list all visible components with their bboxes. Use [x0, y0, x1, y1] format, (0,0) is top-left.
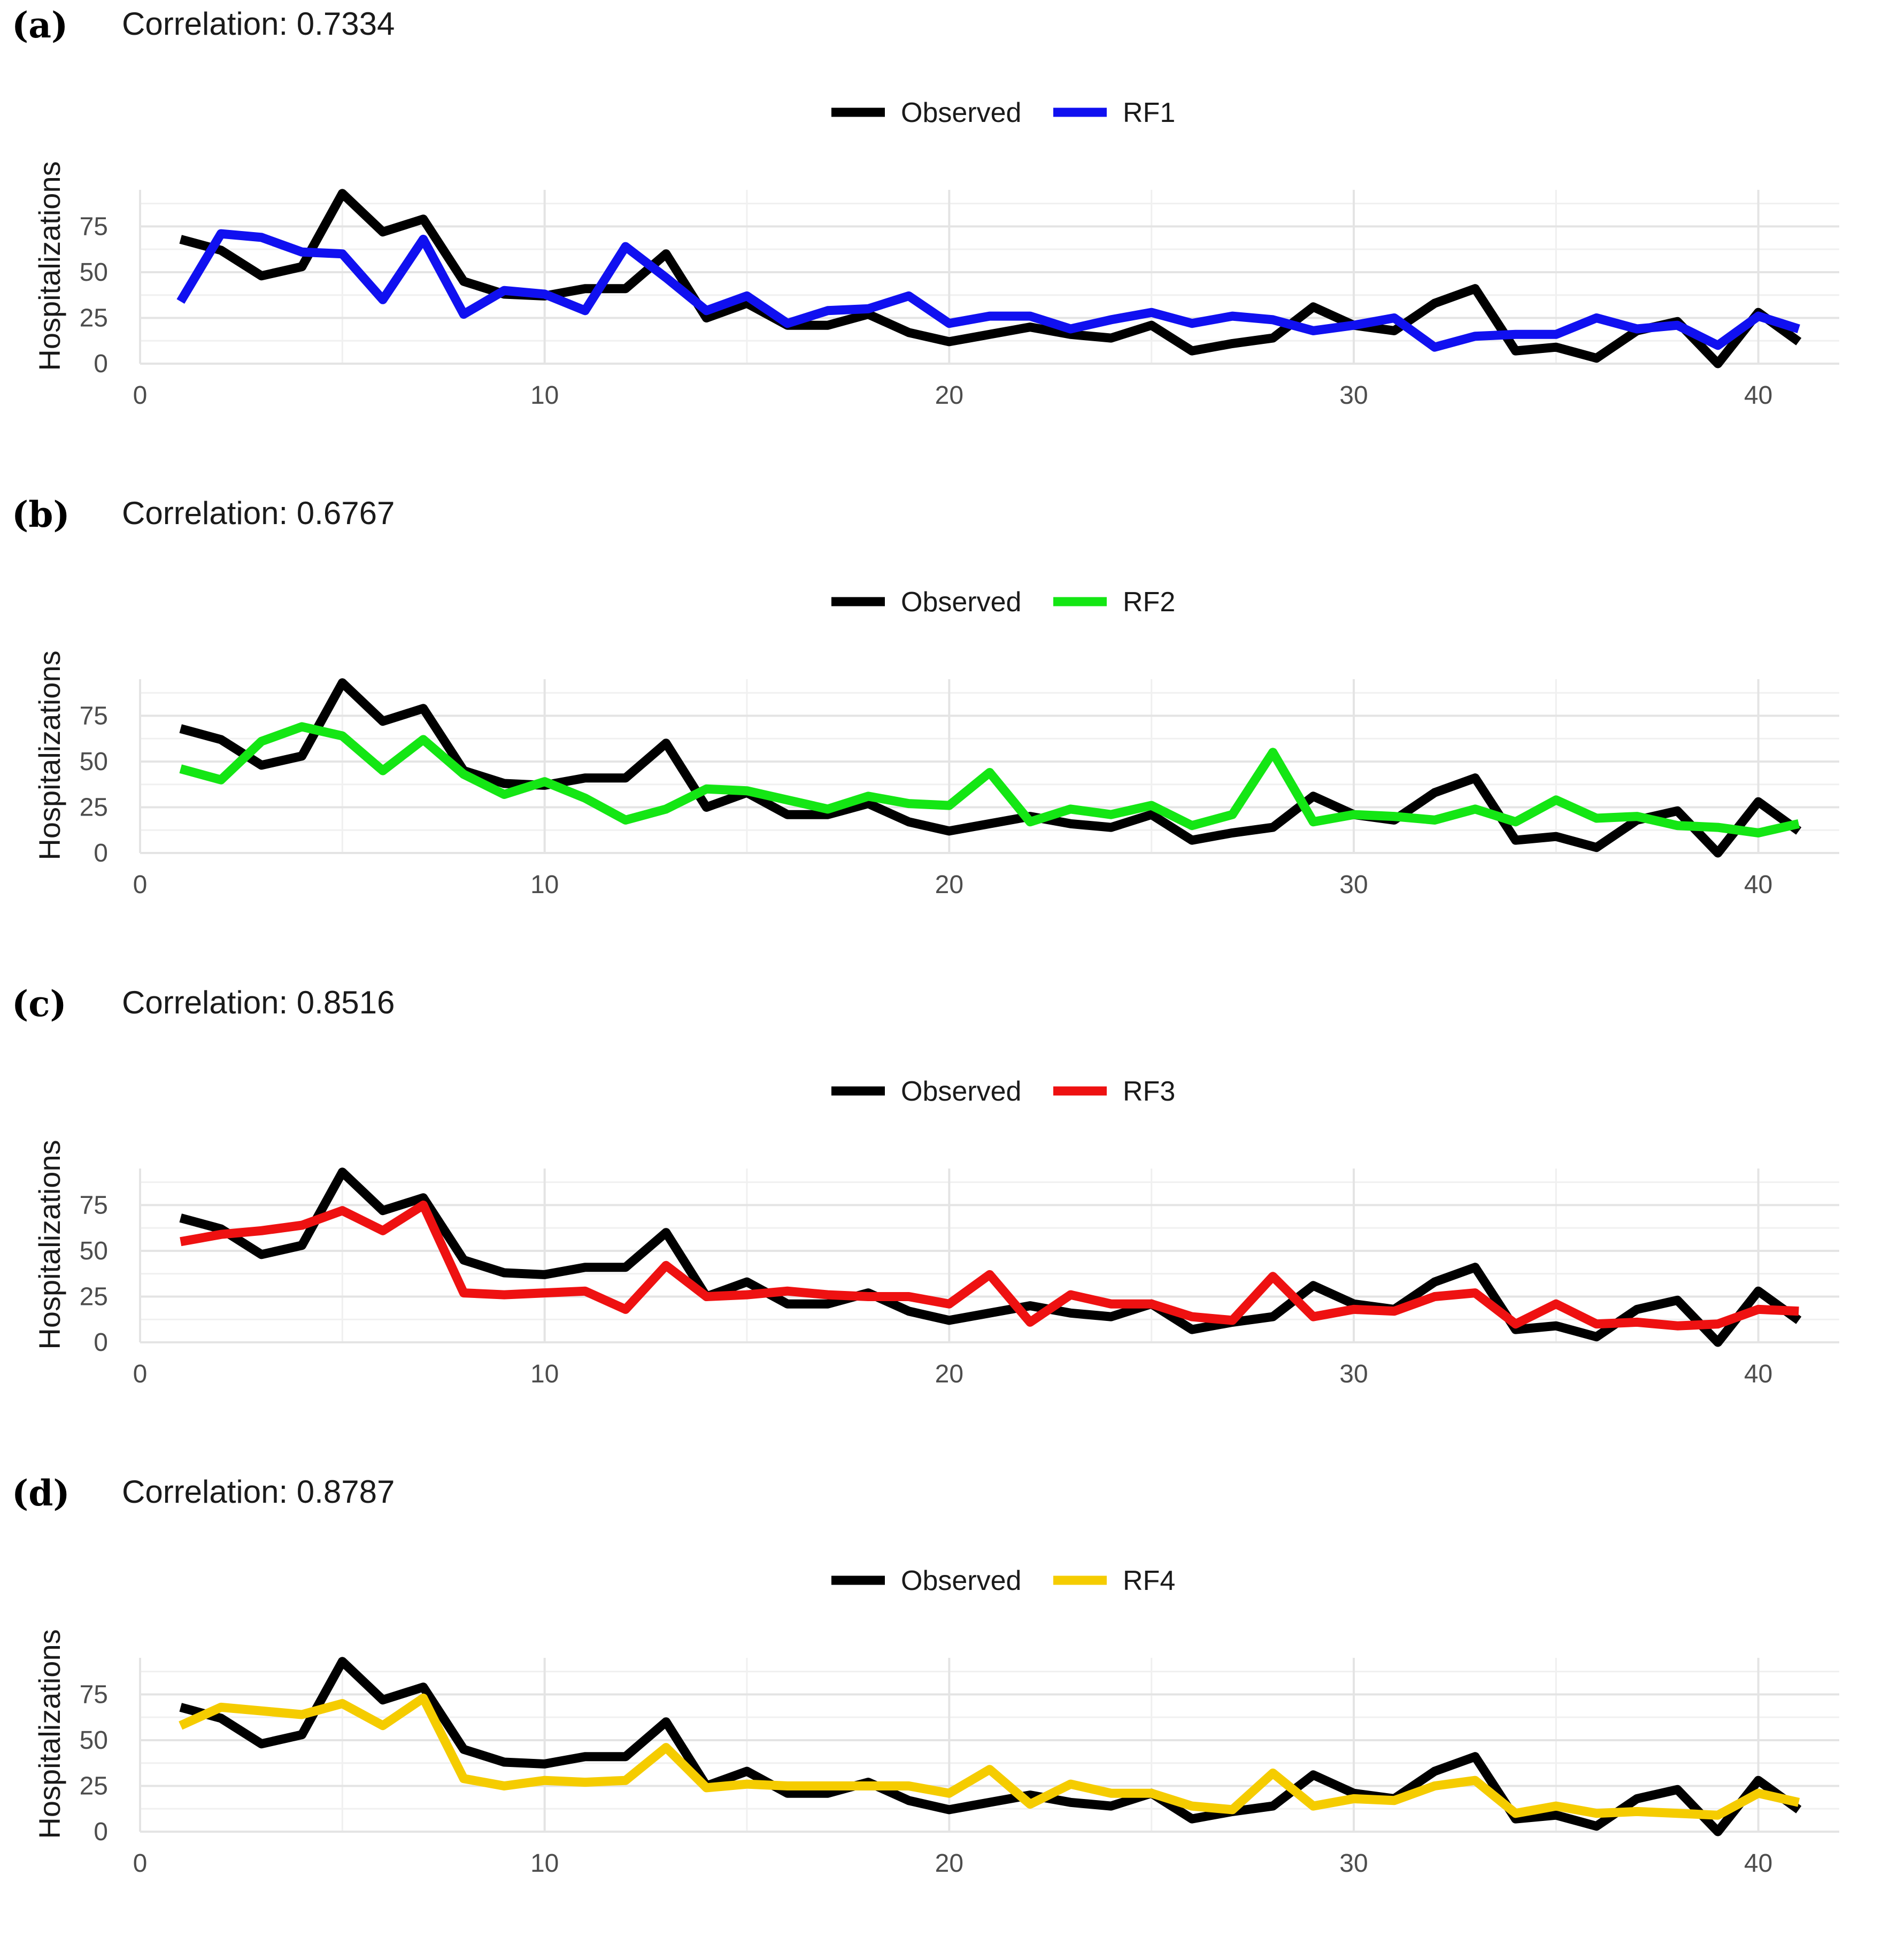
panel-label: (c) — [12, 983, 67, 1025]
legend: Observed RF4 — [831, 1565, 1175, 1596]
line-chart: 0 25 50 75 0 10 20 30 40 Hospitalizations Observed… — [33, 1565, 1839, 1878]
x-tick-label: 0 — [133, 381, 148, 410]
x-tick-label: 30 — [1339, 1849, 1368, 1878]
y-tick-label: 0 — [94, 839, 108, 867]
series-line-observed — [179, 1167, 1802, 1347]
y-tick-label: 75 — [80, 1680, 108, 1709]
line-chart: 0 25 50 75 0 10 20 30 40 Hospitalizations Observed… — [33, 1076, 1839, 1388]
x-tick-label: 20 — [935, 381, 963, 410]
series-line-rf3 — [180, 1200, 1799, 1331]
y-axis-title: Hospitalizations — [33, 1140, 66, 1349]
legend: Observed RF3 — [831, 1076, 1175, 1107]
y-tick-label: 0 — [94, 350, 108, 378]
y-axis-title: Hospitalizations — [33, 1629, 66, 1839]
y-tick-label: 0 — [94, 1818, 108, 1846]
panel-label: (a) — [12, 4, 68, 46]
x-tick-label: 10 — [530, 1360, 559, 1388]
legend: Observed RF2 — [831, 587, 1175, 618]
y-tick-label: 50 — [80, 1726, 108, 1755]
series-line-rf2 — [179, 722, 1800, 837]
x-tick-label: 20 — [935, 871, 963, 899]
legend-label: RF3 — [1123, 1076, 1175, 1107]
panel-label: (d) — [12, 1472, 70, 1514]
gridlines — [139, 679, 1839, 854]
x-tick-label: 40 — [1744, 1360, 1772, 1388]
legend-label: RF4 — [1123, 1565, 1175, 1596]
chart-subtitle: Correlation: 0.7334 — [122, 6, 395, 42]
chart-subtitle: Correlation: 0.8787 — [122, 1474, 395, 1510]
x-tick-label: 40 — [1744, 871, 1772, 899]
chart-panel-b: (b) Correlation: 0.6767 0 25 50 75 0 10 20 30 40… — [0, 489, 1882, 981]
legend-label: Observed — [901, 1565, 1021, 1596]
y-tick-label: 75 — [80, 212, 108, 241]
x-tick-label: 0 — [133, 871, 148, 899]
series-line-observed — [179, 1657, 1802, 1836]
x-tick-label: 30 — [1339, 1360, 1368, 1388]
y-tick-label: 25 — [80, 1282, 108, 1311]
legend-label: Observed — [901, 1076, 1021, 1107]
x-tick-label: 30 — [1339, 381, 1368, 410]
y-tick-label: 25 — [80, 304, 108, 332]
x-tick-label: 20 — [935, 1360, 963, 1388]
series-line-observed — [179, 189, 1802, 368]
x-tick-label: 20 — [935, 1849, 963, 1878]
y-tick-label: 75 — [80, 702, 108, 730]
series-line-rf1 — [176, 229, 1800, 352]
chart-subtitle: Correlation: 0.8516 — [122, 985, 395, 1020]
series-line-observed — [179, 678, 1802, 858]
chart-panel-a: (a) Correlation: 0.7334 0 25 50 75 0 10 20 30 40… — [0, 0, 1882, 492]
x-tick-label: 10 — [530, 381, 559, 410]
chart-subtitle: Correlation: 0.6767 — [122, 495, 395, 531]
x-tick-label: 0 — [133, 1360, 148, 1388]
y-axis-title: Hospitalizations — [33, 650, 66, 860]
x-tick-label: 10 — [530, 871, 559, 899]
legend-label: RF2 — [1123, 587, 1175, 618]
y-tick-label: 0 — [94, 1328, 108, 1357]
line-chart: 0 25 50 75 0 10 20 30 40 Hospitalizations Observed… — [33, 97, 1839, 410]
legend: Observed RF1 — [831, 97, 1175, 128]
legend-label: Observed — [901, 97, 1021, 128]
y-tick-label: 50 — [80, 258, 108, 287]
y-tick-label: 50 — [80, 748, 108, 776]
line-chart: 0 25 50 75 0 10 20 30 40 Hospitalizations Observed… — [33, 587, 1839, 899]
y-tick-label: 75 — [80, 1191, 108, 1219]
legend-label: Observed — [901, 587, 1021, 618]
x-tick-label: 0 — [133, 1849, 148, 1878]
chart-panel-d: (d) Correlation: 0.8787 0 25 50 75 0 10 20 30 40… — [0, 1468, 1882, 1960]
x-tick-label: 40 — [1744, 1849, 1772, 1878]
x-tick-label: 30 — [1339, 871, 1368, 899]
x-tick-label: 10 — [530, 1849, 559, 1878]
series-line-rf4 — [179, 1693, 1800, 1820]
panel-label: (b) — [12, 494, 70, 535]
y-tick-label: 25 — [80, 793, 108, 821]
y-tick-label: 50 — [80, 1237, 108, 1265]
x-tick-label: 40 — [1744, 381, 1772, 410]
y-axis-title: Hospitalizations — [33, 161, 66, 371]
legend-label: RF1 — [1123, 97, 1175, 128]
chart-panel-c: (c) Correlation: 0.8516 0 25 50 75 0 10 20 30 40… — [0, 979, 1882, 1471]
y-tick-label: 25 — [80, 1772, 108, 1800]
